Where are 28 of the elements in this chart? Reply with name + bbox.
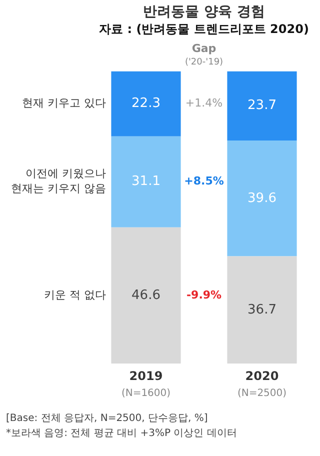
annotation: +8.5% bbox=[184, 174, 224, 188]
series-label: 키운 적 없다 bbox=[44, 288, 106, 302]
series-label: 이전에 키웠으나 현재는 키우지 않음 bbox=[11, 167, 106, 196]
data-label: 22.3 bbox=[132, 96, 160, 112]
data-label: 39.6 bbox=[248, 190, 276, 206]
bar bbox=[227, 71, 297, 140]
annotation: -9.9% bbox=[186, 288, 222, 302]
data-label: 36.7 bbox=[248, 302, 276, 318]
bar bbox=[111, 136, 181, 228]
x-tick-label: 2019 bbox=[129, 368, 163, 383]
text: Gap bbox=[192, 42, 216, 56]
text: [Base: 전체 응답자, N=2500, 단수응답, %] bbox=[6, 413, 208, 424]
text: ('20-'19) bbox=[184, 58, 224, 68]
text: (N=1600) bbox=[121, 388, 171, 400]
x-tick-label: 2020 bbox=[245, 368, 279, 383]
bar bbox=[227, 140, 297, 256]
series-label: 현재 키우고 있다 bbox=[22, 96, 106, 110]
bar bbox=[111, 71, 181, 136]
data-label: 31.1 bbox=[132, 174, 160, 190]
bar bbox=[227, 256, 297, 364]
text: (N=2500) bbox=[237, 388, 287, 400]
text: *보라색 음영: 전체 평균 대비 +3%P 이상인 데이터 bbox=[6, 428, 237, 440]
bar bbox=[111, 227, 181, 364]
data-label: 46.6 bbox=[132, 288, 160, 303]
annotation: +1.4% bbox=[185, 96, 223, 110]
chart-subtitle: 자료 : (반려동물 트렌드리포트 2020) bbox=[99, 22, 309, 36]
data-label: 23.7 bbox=[248, 98, 276, 114]
chart-title: 반려동물 양육 경험 bbox=[143, 4, 265, 20]
